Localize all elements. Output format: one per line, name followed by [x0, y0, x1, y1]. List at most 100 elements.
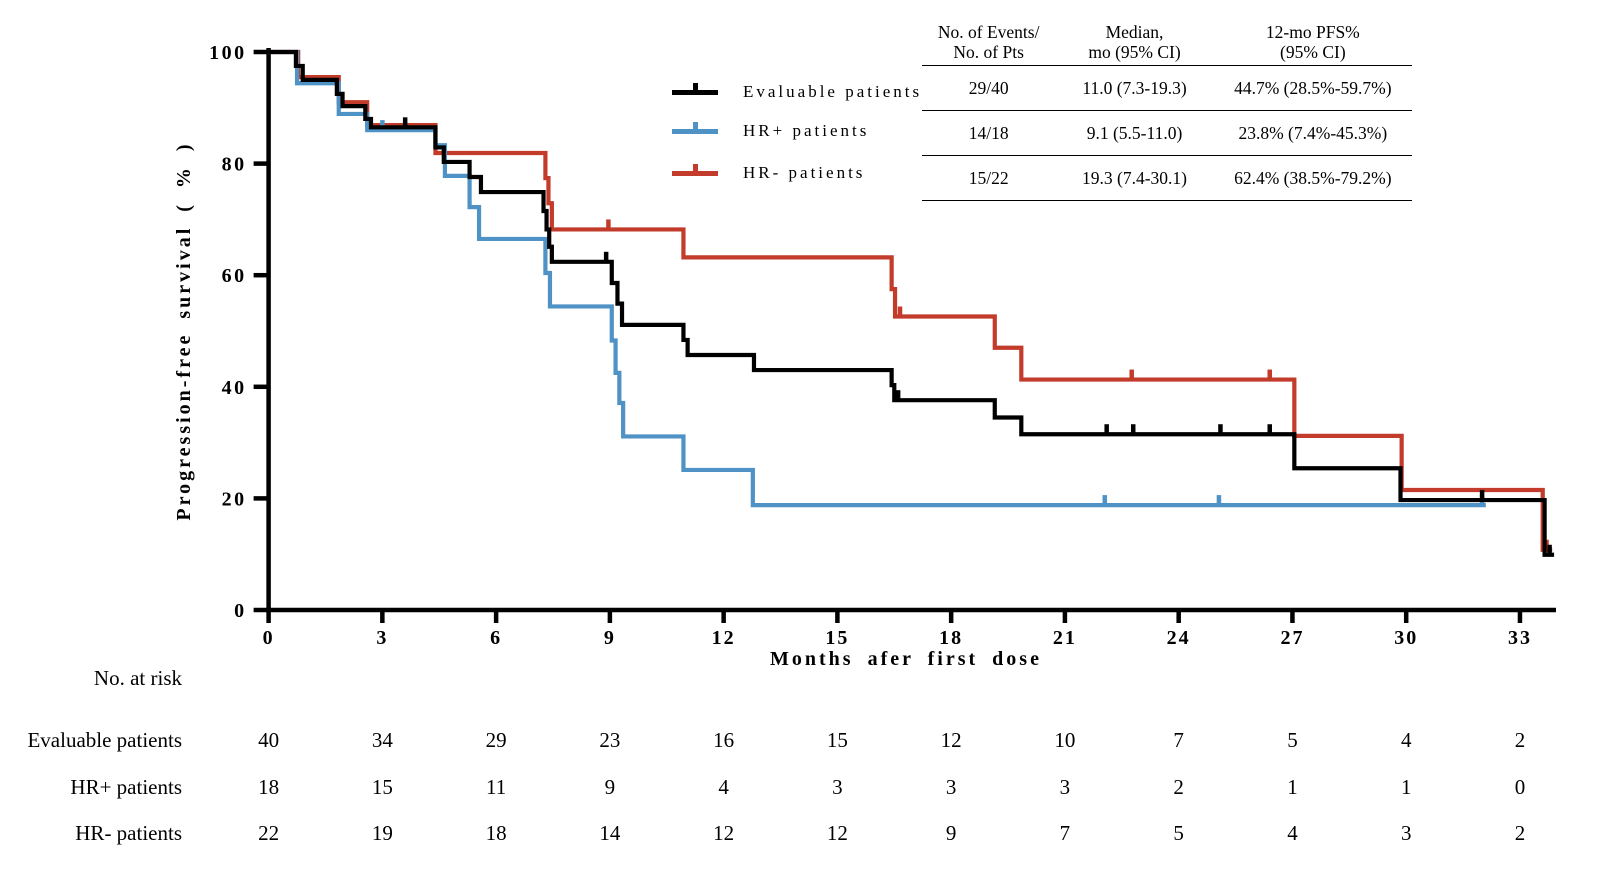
risk-value: 12 — [713, 821, 735, 845]
stats-cell: 44.7% (28.5%-59.7%) — [1213, 65, 1412, 112]
censor-tick — [1104, 424, 1109, 435]
legend-label: HR- patients — [743, 163, 866, 182]
risk-value: 4 — [718, 775, 729, 799]
risk-value: 3 — [1400, 821, 1412, 845]
stats-cell: 23.8% (7.4%-45.3%) — [1213, 110, 1412, 157]
y-tick-label: 100 — [209, 42, 247, 64]
x-tick-label: 3 — [376, 627, 388, 649]
x-tick-label: 15 — [825, 627, 849, 649]
censor-tick — [1479, 490, 1485, 501]
stats-col-header-line: No. of Events/ — [937, 22, 1040, 42]
risk-value: 12 — [826, 821, 848, 845]
risk-row-label: HR+ patients — [70, 775, 182, 799]
risk-value: 7 — [1059, 821, 1071, 845]
legend-item-evaluable-patients: Evaluable patients — [672, 82, 922, 102]
censor-tick — [1218, 424, 1223, 435]
x-tick-label: 9 — [604, 627, 616, 649]
censor-tick — [1267, 424, 1272, 435]
risk-value: 22 — [258, 821, 280, 845]
x-tick-label: 27 — [1280, 627, 1304, 649]
risk-value: 15 — [371, 775, 393, 799]
risk-value: 7 — [1173, 728, 1184, 752]
risk-value: 3 — [1059, 775, 1071, 799]
y-tick-label: 60 — [222, 265, 247, 287]
censor-tick — [603, 251, 609, 262]
legend-item-hr--patients: HR- patients — [672, 163, 865, 183]
stats-col-header-line: Median, — [1105, 22, 1164, 42]
y-tick-label: 0 — [234, 600, 247, 622]
stats-col-header-line: (95% CI) — [1280, 42, 1346, 63]
stats-col-header-line: No. of Pts — [953, 42, 1024, 63]
y-tick-label: 40 — [222, 377, 247, 399]
stats-table-body: 29/40 11.0 (7.3-19.3) 44.7% (28.5%-59.7%) 1… — [922, 65, 1412, 202]
risk-value: 1 — [1400, 775, 1412, 799]
y-tick-label: 20 — [222, 488, 247, 510]
risk-value: 9 — [604, 775, 616, 799]
censor-tick — [380, 120, 385, 131]
y-axis-title: Progression-free survival ( % ) — [173, 141, 195, 520]
risk-value: 19 — [371, 821, 393, 845]
risk-value: 23 — [599, 728, 621, 752]
risk-value: 3 — [832, 775, 843, 799]
stats-cell: 15/22 — [922, 155, 1056, 202]
risk-value: 29 — [485, 728, 507, 752]
risk-value: 2 — [1173, 775, 1184, 799]
x-axis-title: Months afer first dose — [770, 648, 1042, 670]
stats-col-header: No. of Events/No. of Pts — [922, 22, 1056, 67]
censor-tick — [1267, 369, 1272, 380]
risk-value: 18 — [258, 775, 280, 799]
risk-value: 2 — [1514, 728, 1526, 752]
legend-item-hr+-patients: HR+ patients — [672, 121, 869, 141]
censor-tick — [897, 306, 903, 317]
legend-line-symbol — [672, 163, 718, 176]
legend-line-symbol — [672, 82, 718, 95]
stats-col-header-line: 12-mo PFS% — [1265, 22, 1360, 42]
censor-tick — [1130, 424, 1136, 435]
y-tick-label: 80 — [222, 154, 247, 176]
risk-value: 5 — [1287, 728, 1298, 752]
stats-col-header: Median, mo (95% CI) — [1055, 22, 1214, 67]
stats-row: 14/18 9.1 (5.5-11.0) 23.8% (7.4%-45.3%) — [922, 110, 1412, 157]
stats-table-header: No. of Events/No. of Pts Median, mo (95% C… — [922, 22, 1412, 67]
legend-censor-tick — [693, 163, 698, 174]
risk-value: 40 — [258, 728, 280, 752]
stats-cell: 14/18 — [922, 110, 1056, 157]
stats-cell: 9.1 (5.5-11.0) — [1055, 110, 1214, 157]
axes: 0 20 40 60 80 100 0 3 6 9 12 15 18 21 24 27 30 33 — [209, 42, 1556, 649]
x-tick-label: 18 — [939, 627, 963, 649]
stats-cell: 11.0 (7.3-19.3) — [1055, 65, 1214, 112]
risk-row-label: Evaluable patients — [27, 728, 182, 752]
x-tick-label: 30 — [1394, 627, 1418, 649]
legend-label: HR+ patients — [743, 121, 870, 140]
censor-tick — [1216, 495, 1222, 506]
stats-cell: 62.4% (38.5%-79.2%) — [1213, 155, 1412, 202]
x-tick-label: 33 — [1508, 627, 1532, 649]
stats-col-header: 12-mo PFS% (95% CI) — [1213, 22, 1412, 67]
stats-cell: 19.3 (7.4-30.1) — [1055, 155, 1214, 202]
stats-table: No. of Events/No. of Pts Median, mo (95% C… — [922, 22, 1412, 202]
risk-row-label: HR- patients — [75, 821, 182, 845]
risk-value: 18 — [485, 821, 507, 845]
censor-tick — [606, 219, 611, 230]
risk-value: 4 — [1287, 821, 1298, 845]
risk-value: 15 — [826, 728, 848, 752]
risk-value: 1 — [1287, 775, 1298, 799]
risk-value: 12 — [940, 728, 962, 752]
risk-value: 9 — [945, 821, 957, 845]
x-tick-label: 24 — [1167, 627, 1191, 649]
km-curve-evaluable-patients — [268, 49, 1555, 557]
risk-value: 3 — [945, 775, 957, 799]
risk-value: 16 — [713, 728, 735, 752]
risk-value: 14 — [599, 821, 621, 845]
legend-line-symbol — [672, 121, 718, 134]
risk-table-title: No. at risk — [93, 666, 182, 690]
legend-censor-tick — [693, 82, 698, 93]
risk-value: 4 — [1400, 728, 1412, 752]
legend-label: Evaluable patients — [743, 82, 923, 101]
censor-tick — [1102, 495, 1108, 506]
stats-row: 29/40 11.0 (7.3-19.3) 44.7% (28.5%-59.7%) — [922, 65, 1412, 112]
x-tick-label: 21 — [1053, 627, 1077, 649]
stats-row: 15/22 19.3 (7.4-30.1) 62.4% (38.5%-79.2%) — [922, 155, 1412, 202]
